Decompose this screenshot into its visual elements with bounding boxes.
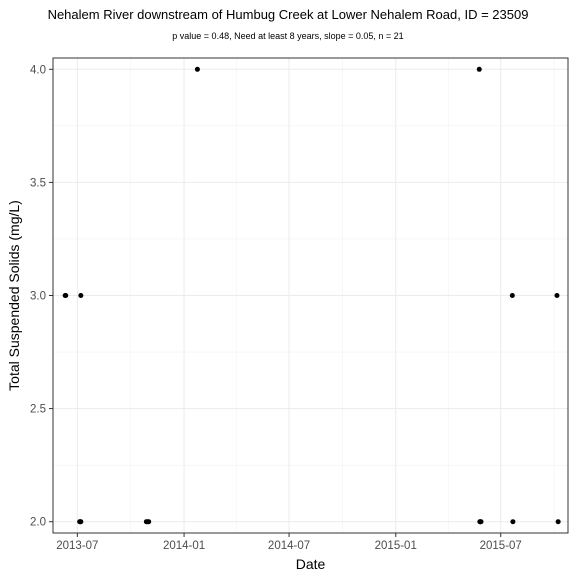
y-tick-label: 3.0: [30, 291, 46, 303]
axis-tick-labels: 2013-07 2014-01 2014-07 2015-01 2015-07 2.0 2.…: [30, 64, 522, 552]
data-point: [554, 293, 560, 298]
data-points: [62, 66, 561, 525]
grid-lines: [53, 58, 568, 533]
x-tick-label: 2014-01: [163, 540, 205, 552]
data-point: [478, 519, 484, 525]
chart-subtitle: p value = 0.48, Need at least 8 years, s…: [172, 31, 404, 41]
data-point: [476, 66, 482, 72]
data-point: [63, 293, 69, 298]
x-axis-title: Date: [296, 556, 326, 572]
y-tick-label: 3.5: [30, 177, 46, 189]
data-point: [509, 293, 515, 298]
data-point: [194, 66, 200, 72]
y-tick-label: 4.0: [30, 64, 46, 76]
chart-title: Nehalem River downstream of Humbug Creek…: [47, 7, 529, 22]
y-tick-label: 2.5: [30, 404, 46, 416]
y-tick-label: 2.0: [30, 517, 46, 529]
data-point: [78, 519, 84, 525]
y-axis-title: Total Suspended Solids (mg/L): [6, 200, 22, 391]
data-point: [78, 293, 84, 298]
x-tick-label: 2014-07: [268, 540, 310, 552]
axis-ticks: [49, 68, 502, 537]
data-point: [510, 519, 516, 525]
x-tick-label: 2013-07: [56, 540, 98, 552]
x-tick-label: 2015-07: [480, 540, 522, 552]
x-tick-label: 2015-01: [375, 540, 417, 552]
data-point: [146, 519, 152, 525]
data-point: [555, 519, 561, 525]
